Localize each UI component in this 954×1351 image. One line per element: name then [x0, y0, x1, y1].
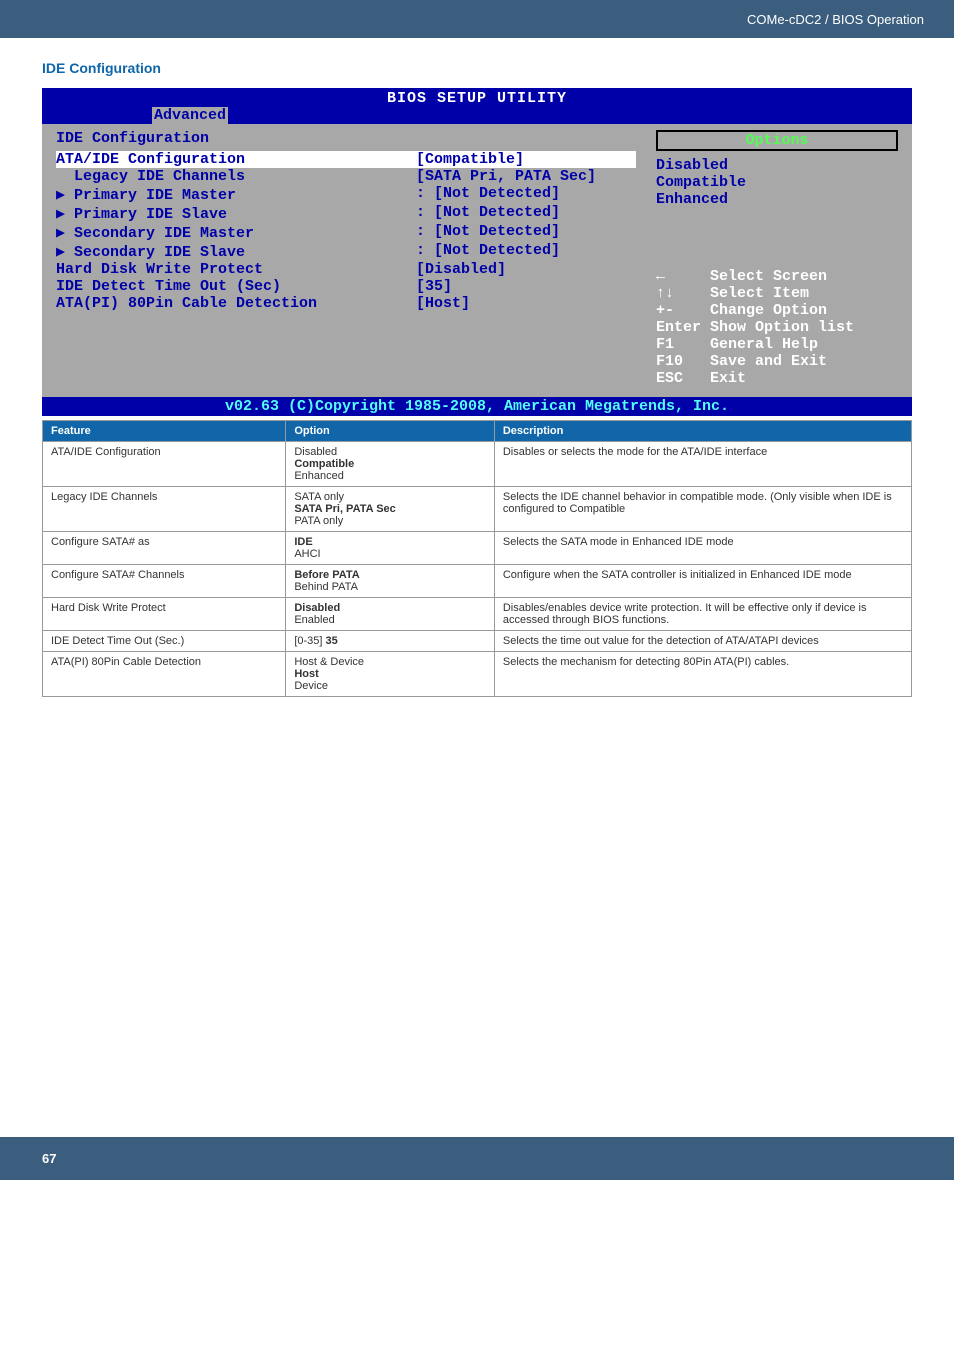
- opt-disabled[interactable]: Disabled: [656, 157, 898, 174]
- th-option: Option: [286, 421, 495, 442]
- opt-enhanced[interactable]: Enhanced: [656, 191, 898, 208]
- bios-body: IDE Configuration ATA/IDE Configuration[…: [42, 124, 912, 397]
- tab-advanced[interactable]: Advanced: [152, 107, 228, 124]
- table-row: Configure SATA# ChannelsBefore PATABehin…: [43, 565, 912, 598]
- page-footer: 67: [0, 1137, 954, 1180]
- table-row: ATA/IDE ConfigurationDisabledCompatibleE…: [43, 442, 912, 487]
- bios-setting-row[interactable]: ATA(PI) 80Pin Cable Detection[Host]: [56, 295, 636, 312]
- bios-setting-row[interactable]: ▶ Secondary IDE Master: [Not Detected]: [56, 223, 636, 242]
- bios-setting-row[interactable]: Legacy IDE Channels[SATA Pri, PATA Sec]: [56, 168, 636, 185]
- table-header-row: Feature Option Description: [43, 421, 912, 442]
- table-row: Legacy IDE ChannelsSATA onlySATA Pri, PA…: [43, 487, 912, 532]
- help-row: ↑↓Select Item: [656, 285, 898, 302]
- help-row: ←Select Screen: [656, 268, 898, 285]
- table-row: IDE Detect Time Out (Sec.)[0-35] 35Selec…: [43, 631, 912, 652]
- bios-copyright: v02.63 (C)Copyright 1985-2008, American …: [42, 397, 912, 416]
- breadcrumb: COMe-cDC2 / BIOS Operation: [747, 12, 924, 27]
- table-row: ATA(PI) 80Pin Cable DetectionHost & Devi…: [43, 652, 912, 697]
- bios-setting-row[interactable]: ▶ Primary IDE Slave: [Not Detected]: [56, 204, 636, 223]
- bios-title: BIOS SETUP UTILITY: [42, 88, 912, 107]
- bios-screenshot: BIOS SETUP UTILITY Advanced IDE Configur…: [42, 88, 912, 416]
- help-row: ESCExit: [656, 370, 898, 387]
- bios-setting-row[interactable]: ▶ Secondary IDE Slave: [Not Detected]: [56, 242, 636, 261]
- opt-compatible[interactable]: Compatible: [656, 174, 898, 191]
- content-area: IDE Configuration BIOS SETUP UTILITY Adv…: [0, 38, 954, 737]
- help-row: +-Change Option: [656, 302, 898, 319]
- help-row: F10Save and Exit: [656, 353, 898, 370]
- options-box-title: Options: [656, 130, 898, 151]
- bios-setting-row[interactable]: ▶ Primary IDE Master: [Not Detected]: [56, 185, 636, 204]
- page-number: 67: [42, 1151, 56, 1166]
- th-feature: Feature: [43, 421, 286, 442]
- table-row: Hard Disk Write ProtectDisabledEnabledDi…: [43, 598, 912, 631]
- bios-tabs: Advanced: [42, 107, 912, 124]
- bios-screen-name-row: IDE Configuration: [56, 130, 636, 147]
- bios-right-pane: Options Disabled Compatible Enhanced ←Se…: [648, 130, 898, 387]
- header-bar: COMe-cDC2 / BIOS Operation: [0, 0, 954, 38]
- table-row: Configure SATA# asIDEAHCISelects the SAT…: [43, 532, 912, 565]
- bios-setting-row[interactable]: Hard Disk Write Protect[Disabled]: [56, 261, 636, 278]
- help-row: F1General Help: [656, 336, 898, 353]
- section-title: IDE Configuration: [42, 60, 912, 76]
- th-description: Description: [494, 421, 911, 442]
- help-legend: ←Select Screen↑↓Select Item+-Change Opti…: [656, 268, 898, 387]
- bios-screen-name: IDE Configuration: [56, 130, 209, 147]
- help-row: EnterShow Option list: [656, 319, 898, 336]
- options-list: Disabled Compatible Enhanced: [656, 157, 898, 208]
- bios-left-pane: IDE Configuration ATA/IDE Configuration[…: [56, 130, 648, 387]
- bios-setting-row[interactable]: ATA/IDE Configuration[Compatible]: [56, 151, 636, 168]
- bios-setting-row[interactable]: IDE Detect Time Out (Sec)[35]: [56, 278, 636, 295]
- feature-table: Feature Option Description ATA/IDE Confi…: [42, 420, 912, 697]
